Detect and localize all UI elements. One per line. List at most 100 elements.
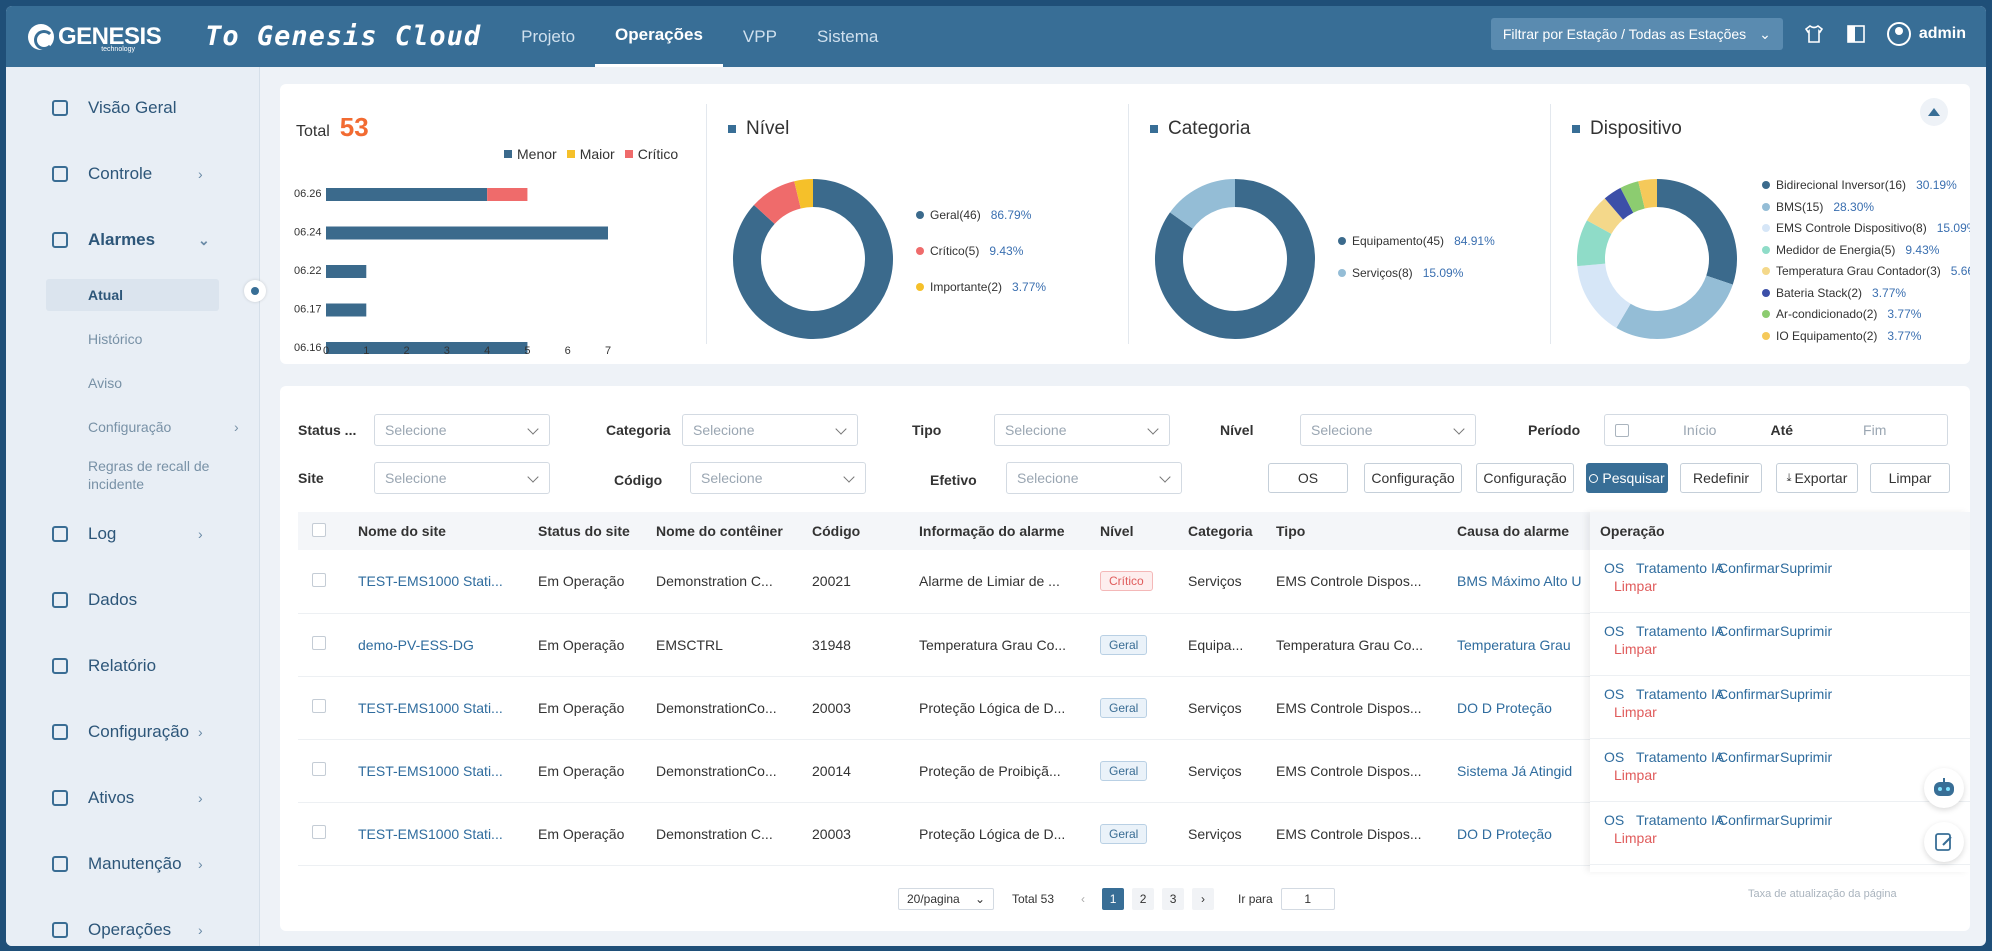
- col-causa[interactable]: Causa do alarme: [1457, 523, 1570, 539]
- cause-link[interactable]: DO D Proteção: [1457, 825, 1552, 842]
- configuracao-button-2[interactable]: Configuração: [1476, 463, 1574, 493]
- limpar-action[interactable]: Limpar: [1614, 641, 1657, 657]
- tratamento-ia-action[interactable]: Tratamento IA: [1636, 686, 1725, 702]
- page-1-button[interactable]: 1: [1102, 888, 1125, 910]
- sidebar-sub-configuracao[interactable]: Configuração ›: [6, 405, 259, 449]
- site-name-link[interactable]: TEST-EMS1000 Stati...: [358, 573, 503, 590]
- layout-icon[interactable]: [1845, 23, 1867, 45]
- cause-link[interactable]: Sistema Já Atingid: [1457, 762, 1573, 779]
- suprimir-action[interactable]: Suprimir: [1780, 623, 1833, 639]
- page-2-button[interactable]: 2: [1132, 888, 1155, 910]
- col-tipo[interactable]: Tipo: [1276, 523, 1306, 539]
- table-row[interactable]: TEST-EMS1000 Stati... Em Operação Demonstr…: [298, 676, 1952, 739]
- nav-projeto[interactable]: Projeto: [521, 26, 576, 46]
- os-action[interactable]: OS: [1604, 686, 1625, 702]
- os-button[interactable]: OS: [1268, 463, 1348, 493]
- suprimir-action[interactable]: Suprimir: [1780, 686, 1833, 702]
- codigo-select[interactable]: Selecione: [690, 462, 866, 494]
- os-action[interactable]: OS: [1604, 560, 1625, 576]
- col-nome-conteiner[interactable]: Nome do contêiner: [656, 523, 783, 539]
- suprimir-action[interactable]: Suprimir: [1780, 812, 1833, 828]
- exportar-button[interactable]: ⤓ Exportar: [1776, 463, 1858, 493]
- sidebar-item-relatorio[interactable]: Relatório: [6, 633, 259, 699]
- assistant-bot-icon[interactable]: [1924, 768, 1964, 808]
- sidebar-sub-atual[interactable]: Atual: [46, 279, 219, 311]
- prev-page-button[interactable]: ‹: [1072, 888, 1095, 910]
- col-codigo[interactable]: Código: [812, 523, 861, 539]
- site-name-link[interactable]: TEST-EMS1000 Stati...: [358, 825, 503, 842]
- col-informacao[interactable]: Informação do alarme: [919, 523, 1065, 539]
- tratamento-ia-action[interactable]: Tratamento IA: [1636, 812, 1725, 828]
- configuracao-button-1[interactable]: Configuração: [1364, 463, 1462, 493]
- efetivo-select[interactable]: Selecione: [1006, 462, 1182, 494]
- nav-vpp[interactable]: VPP: [742, 26, 777, 46]
- station-filter[interactable]: Filtrar por Estação / Todas as Estações …: [1490, 18, 1783, 50]
- goto-input[interactable]: 1: [1280, 888, 1335, 910]
- sidebar-item-ativos[interactable]: Ativos ›: [6, 765, 259, 831]
- confirmar-action[interactable]: Confirmar: [1718, 686, 1780, 702]
- categoria-select[interactable]: Selecione: [682, 414, 858, 446]
- select-all-checkbox[interactable]: [312, 522, 326, 537]
- os-action[interactable]: OS: [1604, 749, 1625, 765]
- sidebar-item-manutencao[interactable]: Manutenção ›: [6, 831, 259, 897]
- site-name-link[interactable]: TEST-EMS1000 Stati...: [358, 699, 503, 716]
- sidebar-item-configuracao[interactable]: Configuração ›: [6, 699, 259, 765]
- redefinir-button[interactable]: Redefinir: [1680, 463, 1762, 493]
- col-categoria[interactable]: Categoria: [1188, 523, 1253, 539]
- limpar-action[interactable]: Limpar: [1614, 830, 1657, 846]
- site-name-link[interactable]: TEST-EMS1000 Stati...: [358, 762, 503, 779]
- per-page-select[interactable]: 20/pagina ⌄: [898, 888, 994, 910]
- site-select[interactable]: Selecione: [374, 462, 550, 494]
- row-checkbox[interactable]: [312, 762, 326, 776]
- periodo-range[interactable]: Início Até Fim: [1604, 414, 1948, 446]
- confirmar-action[interactable]: Confirmar: [1718, 812, 1780, 828]
- table-row[interactable]: demo-PV-ESS-DG Em Operação EMSCTRL 31948 Tem…: [298, 613, 1952, 676]
- row-checkbox[interactable]: [312, 825, 326, 839]
- nivel-select[interactable]: Selecione: [1300, 414, 1476, 446]
- sidebar-item-controle[interactable]: Controle ›: [6, 141, 259, 207]
- table-row[interactable]: TEST-EMS1000 Stati... Em Operação Demonstr…: [298, 739, 1952, 802]
- shirt-icon[interactable]: [1803, 23, 1825, 45]
- sidebar-item-visao-geral[interactable]: Visão Geral: [6, 75, 259, 141]
- sidebar-sub-aviso[interactable]: Aviso: [88, 375, 122, 391]
- col-status-site[interactable]: Status do site: [538, 523, 630, 539]
- sidebar-item-alarmes[interactable]: Alarmes ⌄: [6, 207, 259, 273]
- col-nome-site[interactable]: Nome do site: [358, 523, 446, 539]
- row-checkbox[interactable]: [312, 636, 326, 650]
- nav-operacoes[interactable]: Operações: [595, 6, 723, 67]
- status-select[interactable]: Selecione: [374, 414, 550, 446]
- tipo-select[interactable]: Selecione: [994, 414, 1170, 446]
- cause-link[interactable]: BMS Máximo Alto U: [1457, 573, 1582, 590]
- sidebar-collapse-toggle[interactable]: [244, 280, 266, 302]
- row-checkbox[interactable]: [312, 699, 326, 713]
- tratamento-ia-action[interactable]: Tratamento IA: [1636, 560, 1725, 576]
- next-page-button[interactable]: ›: [1192, 888, 1215, 910]
- nav-sistema[interactable]: Sistema: [816, 26, 879, 46]
- confirmar-action[interactable]: Confirmar: [1718, 623, 1780, 639]
- sidebar-sub-regras[interactable]: Regras de recall de incidente: [88, 458, 210, 492]
- collapse-stats-button[interactable]: [1920, 98, 1948, 126]
- cause-link[interactable]: Temperatura Grau: [1457, 636, 1571, 653]
- col-nivel[interactable]: Nível: [1100, 523, 1134, 539]
- limpar-button[interactable]: Limpar: [1870, 463, 1950, 493]
- limpar-action[interactable]: Limpar: [1614, 578, 1657, 594]
- site-name-link[interactable]: demo-PV-ESS-DG: [358, 636, 474, 653]
- table-row[interactable]: TEST-EMS1000 Stati... Em Operação Demonstr…: [298, 802, 1952, 865]
- suprimir-action[interactable]: Suprimir: [1780, 560, 1833, 576]
- edit-icon[interactable]: [1924, 822, 1964, 862]
- row-checkbox[interactable]: [312, 572, 326, 587]
- tratamento-ia-action[interactable]: Tratamento IA: [1636, 749, 1725, 765]
- cause-link[interactable]: DO D Proteção: [1457, 699, 1552, 716]
- tratamento-ia-action[interactable]: Tratamento IA: [1636, 623, 1725, 639]
- suprimir-action[interactable]: Suprimir: [1780, 749, 1833, 765]
- sidebar-item-operacoes[interactable]: Operações ›: [6, 897, 259, 946]
- table-row[interactable]: TEST-EMS1000 Stati... Em Operação Demonstr…: [298, 550, 1952, 613]
- sidebar-item-log[interactable]: Log ›: [6, 501, 259, 567]
- limpar-action[interactable]: Limpar: [1614, 704, 1657, 720]
- sidebar-item-dados[interactable]: Dados: [6, 567, 259, 633]
- user-menu[interactable]: admin: [1886, 22, 1966, 46]
- os-action[interactable]: OS: [1604, 812, 1625, 828]
- page-3-button[interactable]: 3: [1162, 888, 1185, 910]
- confirmar-action[interactable]: Confirmar: [1718, 560, 1780, 576]
- os-action[interactable]: OS: [1604, 623, 1625, 639]
